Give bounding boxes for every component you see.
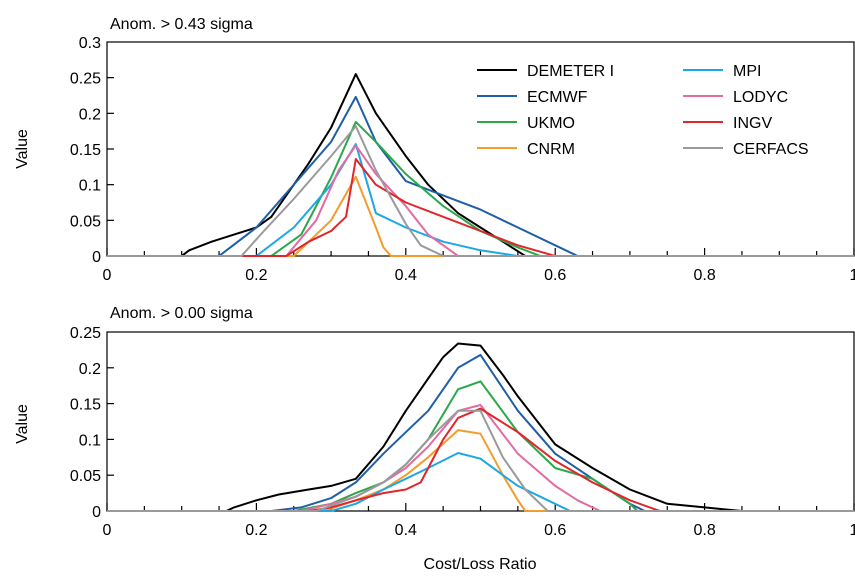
top-y-tick-label: 0.2 [79, 106, 101, 123]
bottom-line-cerfacs [107, 409, 854, 512]
legend-label-ingv: INGV [733, 115, 772, 132]
bottom-x-tick-label: 0.4 [395, 522, 417, 539]
top-x-tick-label: 0.8 [693, 267, 715, 284]
top-y-tick-label: 0.15 [70, 142, 101, 159]
top-x-tick-label: 0.4 [395, 267, 417, 284]
bottom-y-tick-label: 0.25 [70, 325, 101, 342]
top-panel-lines [107, 73, 854, 257]
x-axis-title: Cost/Loss Ratio [424, 556, 537, 573]
top-line-ingv [107, 158, 854, 257]
bottom-panel-lines [107, 342, 854, 512]
top-line-ukmo [107, 120, 854, 257]
top-panel-y-ticks: 0 0.05 0.1 0.15 0.2 0.25 0.3 [70, 35, 114, 266]
top-line-lodyc [107, 144, 854, 257]
bottom-line-ingv [107, 407, 854, 512]
bottom-line-ukmo [107, 380, 854, 512]
top-y-tick-label: 0 [92, 249, 101, 266]
legend-label-cerfacs: CERFACS [733, 141, 809, 158]
top-y-tick-label: 0.3 [79, 35, 101, 52]
bottom-panel-y-ticks: 0 0.05 0.1 0.15 0.2 0.25 [70, 325, 114, 521]
bottom-panel-ylabel: Value [14, 404, 31, 444]
top-y-tick-label: 0.05 [70, 213, 101, 230]
top-line-mpi [107, 143, 854, 257]
legend-label-ukmo: UKMO [527, 115, 575, 132]
bottom-line-demeter-i [107, 342, 854, 512]
legend-label-ecmwf: ECMWF [527, 89, 588, 106]
bottom-x-tick-label: 0.8 [693, 522, 715, 539]
legend-label-cnrm: CNRM [527, 141, 575, 158]
top-panel-ylabel: Value [14, 129, 31, 169]
top-line-cerfacs [107, 125, 854, 257]
bottom-y-tick-label: 0.15 [70, 397, 101, 414]
legend-label-lodyc: LODYC [733, 89, 788, 106]
bottom-panel-frame [106, 331, 855, 512]
top-line-cnrm [107, 175, 854, 257]
bottom-panel: Anom. > 0.00 sigma Value 0 0.2 0.4 0.6 0.8 1 … [14, 305, 855, 539]
bottom-line-mpi [107, 452, 854, 512]
bottom-x-tick-label: 0.2 [245, 522, 267, 539]
bottom-x-tick-label: 0 [103, 522, 112, 539]
bottom-y-tick-label: 0.1 [79, 432, 101, 449]
top-panel-title: Anom. > 0.43 sigma [110, 16, 253, 33]
bottom-panel-title: Anom. > 0.00 sigma [110, 305, 253, 322]
bottom-x-tick-label: 0.6 [544, 522, 566, 539]
top-y-tick-label: 0.25 [70, 71, 101, 88]
bottom-y-tick-label: 0.2 [79, 361, 101, 378]
top-x-tick-label: 0 [103, 267, 112, 284]
top-panel-x-ticks: 0 0.2 0.4 0.6 0.8 1 [103, 248, 855, 284]
legend-label-mpi: MPI [733, 63, 761, 80]
top-x-tick-label: 0.2 [245, 267, 267, 284]
bottom-line-cnrm [107, 429, 854, 512]
top-line-ecmwf [107, 95, 854, 257]
bottom-x-tick-label: 1 [850, 522, 855, 539]
top-x-tick-label: 0.6 [544, 267, 566, 284]
top-y-tick-label: 0.1 [79, 178, 101, 195]
top-x-tick-label: 1 [850, 267, 855, 284]
top-panel: Anom. > 0.43 sigma Value 0 0.2 0.4 0.6 0.8 1 … [14, 16, 855, 284]
bottom-y-tick-label: 0 [92, 504, 101, 521]
bottom-line-lodyc [107, 404, 854, 512]
legend: DEMETER I MPI ECMWF LODYC UKMO INGV CNRM CERFAC… [477, 63, 809, 158]
bottom-y-tick-label: 0.05 [70, 468, 101, 485]
bottom-panel-x-ticks: 0 0.2 0.4 0.6 0.8 1 [103, 503, 855, 539]
legend-label-demeter-i: DEMETER I [527, 63, 614, 80]
